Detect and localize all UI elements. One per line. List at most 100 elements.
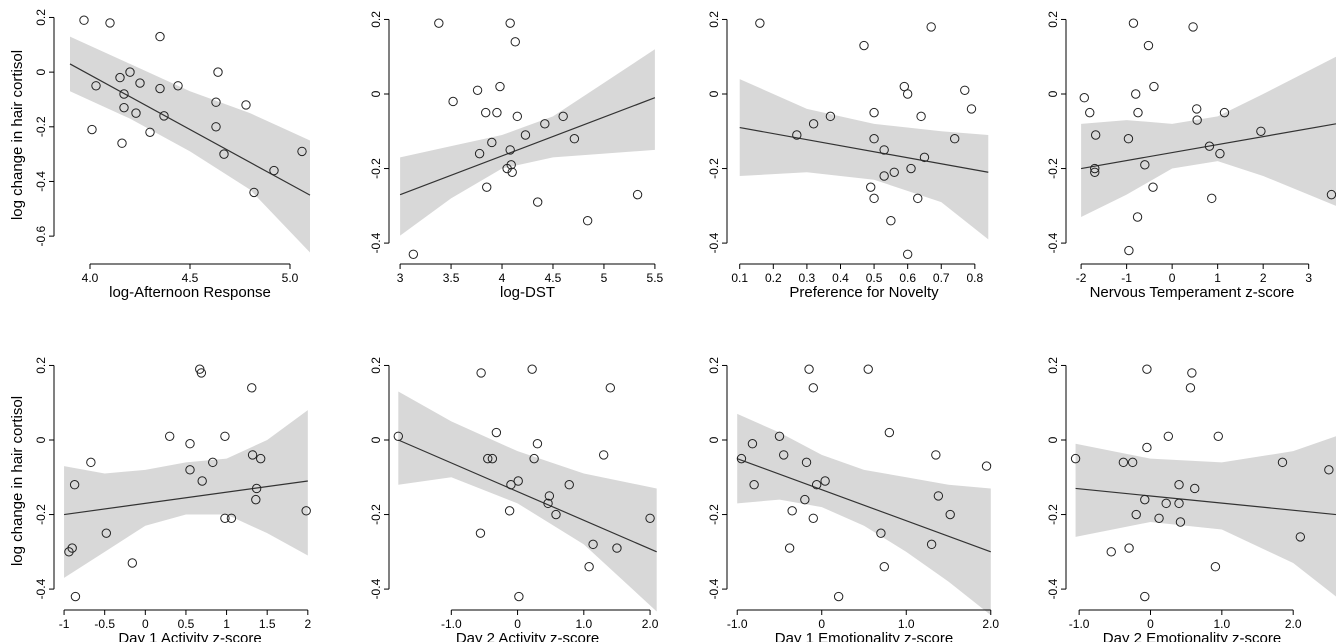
- data-point: [1128, 18, 1139, 28]
- data-point: [119, 89, 129, 99]
- data-point: [241, 100, 251, 110]
- data-point: [510, 37, 520, 47]
- data-point: [117, 138, 127, 148]
- x-tick-label: 4: [499, 271, 506, 285]
- data-point: [1154, 513, 1164, 523]
- y-tick-label: -0.6: [34, 225, 48, 246]
- data-point: [876, 528, 886, 538]
- x-tick-label: 2.0: [982, 617, 999, 631]
- x-tick-label: 1.0: [898, 617, 915, 631]
- y-tick-label: -0.4: [369, 232, 383, 253]
- data-point: [582, 216, 593, 226]
- x-tick-label: 0: [514, 617, 521, 631]
- confidence-band: [400, 49, 655, 236]
- x-tick-label: 2: [304, 617, 311, 631]
- data-point: [476, 368, 486, 378]
- data-point: [481, 107, 491, 118]
- data-point: [981, 461, 992, 471]
- x-axis-label: Nervous Temperament z-score: [1090, 284, 1295, 301]
- chart-panel-8: -1.0 0 1.0 2.0 0.2 0 -0.2 -0.4 Day 2 Emotionalit…: [1046, 357, 1336, 642]
- x-tick-label: 1.5: [259, 617, 276, 631]
- y-tick-label: -0.2: [1046, 158, 1060, 179]
- x-tick-label: 3: [397, 271, 404, 285]
- x-axis-label: log-DST: [500, 284, 555, 301]
- regression-line: [69, 63, 311, 196]
- data-point: [774, 431, 785, 441]
- data-point: [1090, 167, 1100, 177]
- data-point: [64, 547, 74, 557]
- data-point: [211, 122, 221, 132]
- x-tick-label: 2.0: [642, 617, 659, 631]
- x-tick-label: 3.5: [443, 271, 460, 285]
- y-tick-label: -0.2: [707, 504, 721, 525]
- y-tick-label: -0.4: [707, 578, 721, 599]
- data-point: [474, 148, 485, 159]
- data-point: [491, 427, 502, 438]
- chart-panel-2: 3 3.5 4 4.5 5 5.5 0.2 0 -0.2 -0.4 log-DST: [369, 11, 664, 301]
- data-point: [801, 457, 812, 468]
- x-tick-label: -1.0: [1069, 617, 1090, 631]
- data-point: [115, 72, 125, 83]
- y-tick-label: -0.2: [34, 116, 48, 137]
- x-axis-label: Day 2 Emotionality z-score: [1103, 630, 1281, 642]
- data-point: [926, 539, 937, 550]
- data-point: [1118, 457, 1129, 468]
- regression-line: [1075, 487, 1336, 516]
- data-point: [879, 171, 889, 181]
- regression-line: [399, 97, 656, 196]
- data-point: [520, 130, 531, 140]
- chart-panel-5: -1 -0.5 0 0.5 1 1.5 2 0.2 0 -0.2 -0.4 Day 1 Activit…: [9, 357, 311, 642]
- data-point: [506, 480, 516, 490]
- data-point: [155, 83, 165, 94]
- y-tick-label: 0.2: [1046, 357, 1060, 374]
- data-point: [483, 453, 493, 464]
- y-tick-label: -0.4: [707, 232, 721, 253]
- confidence-band: [70, 36, 310, 253]
- x-tick-label: -1: [1121, 271, 1132, 285]
- data-point: [408, 249, 419, 259]
- x-tick-label: 5.0: [282, 271, 299, 285]
- data-point: [1131, 509, 1141, 520]
- data-point: [1140, 160, 1150, 170]
- data-point: [119, 102, 129, 113]
- data-point: [208, 457, 218, 468]
- data-point: [86, 457, 96, 468]
- data-point: [211, 97, 221, 107]
- data-point: [859, 40, 869, 51]
- y-tick-label: -0.4: [34, 171, 48, 192]
- data-point: [800, 494, 810, 505]
- chart-panel-6: -1.0 0 1.0 2.0 0.2 0 -0.2 -0.4 Day 2 Activity z-…: [369, 357, 659, 642]
- data-point: [247, 383, 257, 393]
- data-point: [1142, 364, 1152, 374]
- y-tick-label: -0.2: [369, 504, 383, 525]
- data-point: [605, 383, 616, 393]
- data-point: [1210, 562, 1221, 572]
- data-point: [173, 81, 183, 91]
- data-point: [1175, 517, 1186, 527]
- data-point: [269, 165, 279, 176]
- x-tick-label: 1.0: [1213, 617, 1230, 631]
- y-tick-label: 0: [1046, 90, 1060, 97]
- x-tick-label: 5: [601, 271, 608, 285]
- data-point: [1123, 134, 1134, 144]
- data-point: [220, 513, 230, 523]
- data-point: [213, 67, 223, 77]
- data-point: [1106, 547, 1116, 557]
- data-point: [532, 439, 543, 449]
- data-point: [1192, 115, 1202, 125]
- data-point: [101, 528, 112, 538]
- y-tick-label: 0.2: [34, 357, 48, 374]
- regression-line: [737, 458, 991, 553]
- chart-panel-7: -1.0 0 1.0 2.0 0.2 0 -0.2 -0.4 Day 1 Emotionalit…: [707, 357, 999, 642]
- data-point: [1127, 457, 1138, 468]
- data-point: [159, 111, 169, 121]
- data-point: [1070, 453, 1081, 464]
- data-point: [105, 18, 115, 28]
- y-tick-label: 0.2: [1046, 11, 1060, 28]
- data-point: [70, 591, 81, 602]
- data-point: [569, 134, 580, 144]
- y-tick-label: 0: [707, 90, 721, 97]
- data-point: [869, 193, 879, 204]
- data-point: [434, 18, 444, 28]
- data-point: [301, 506, 311, 516]
